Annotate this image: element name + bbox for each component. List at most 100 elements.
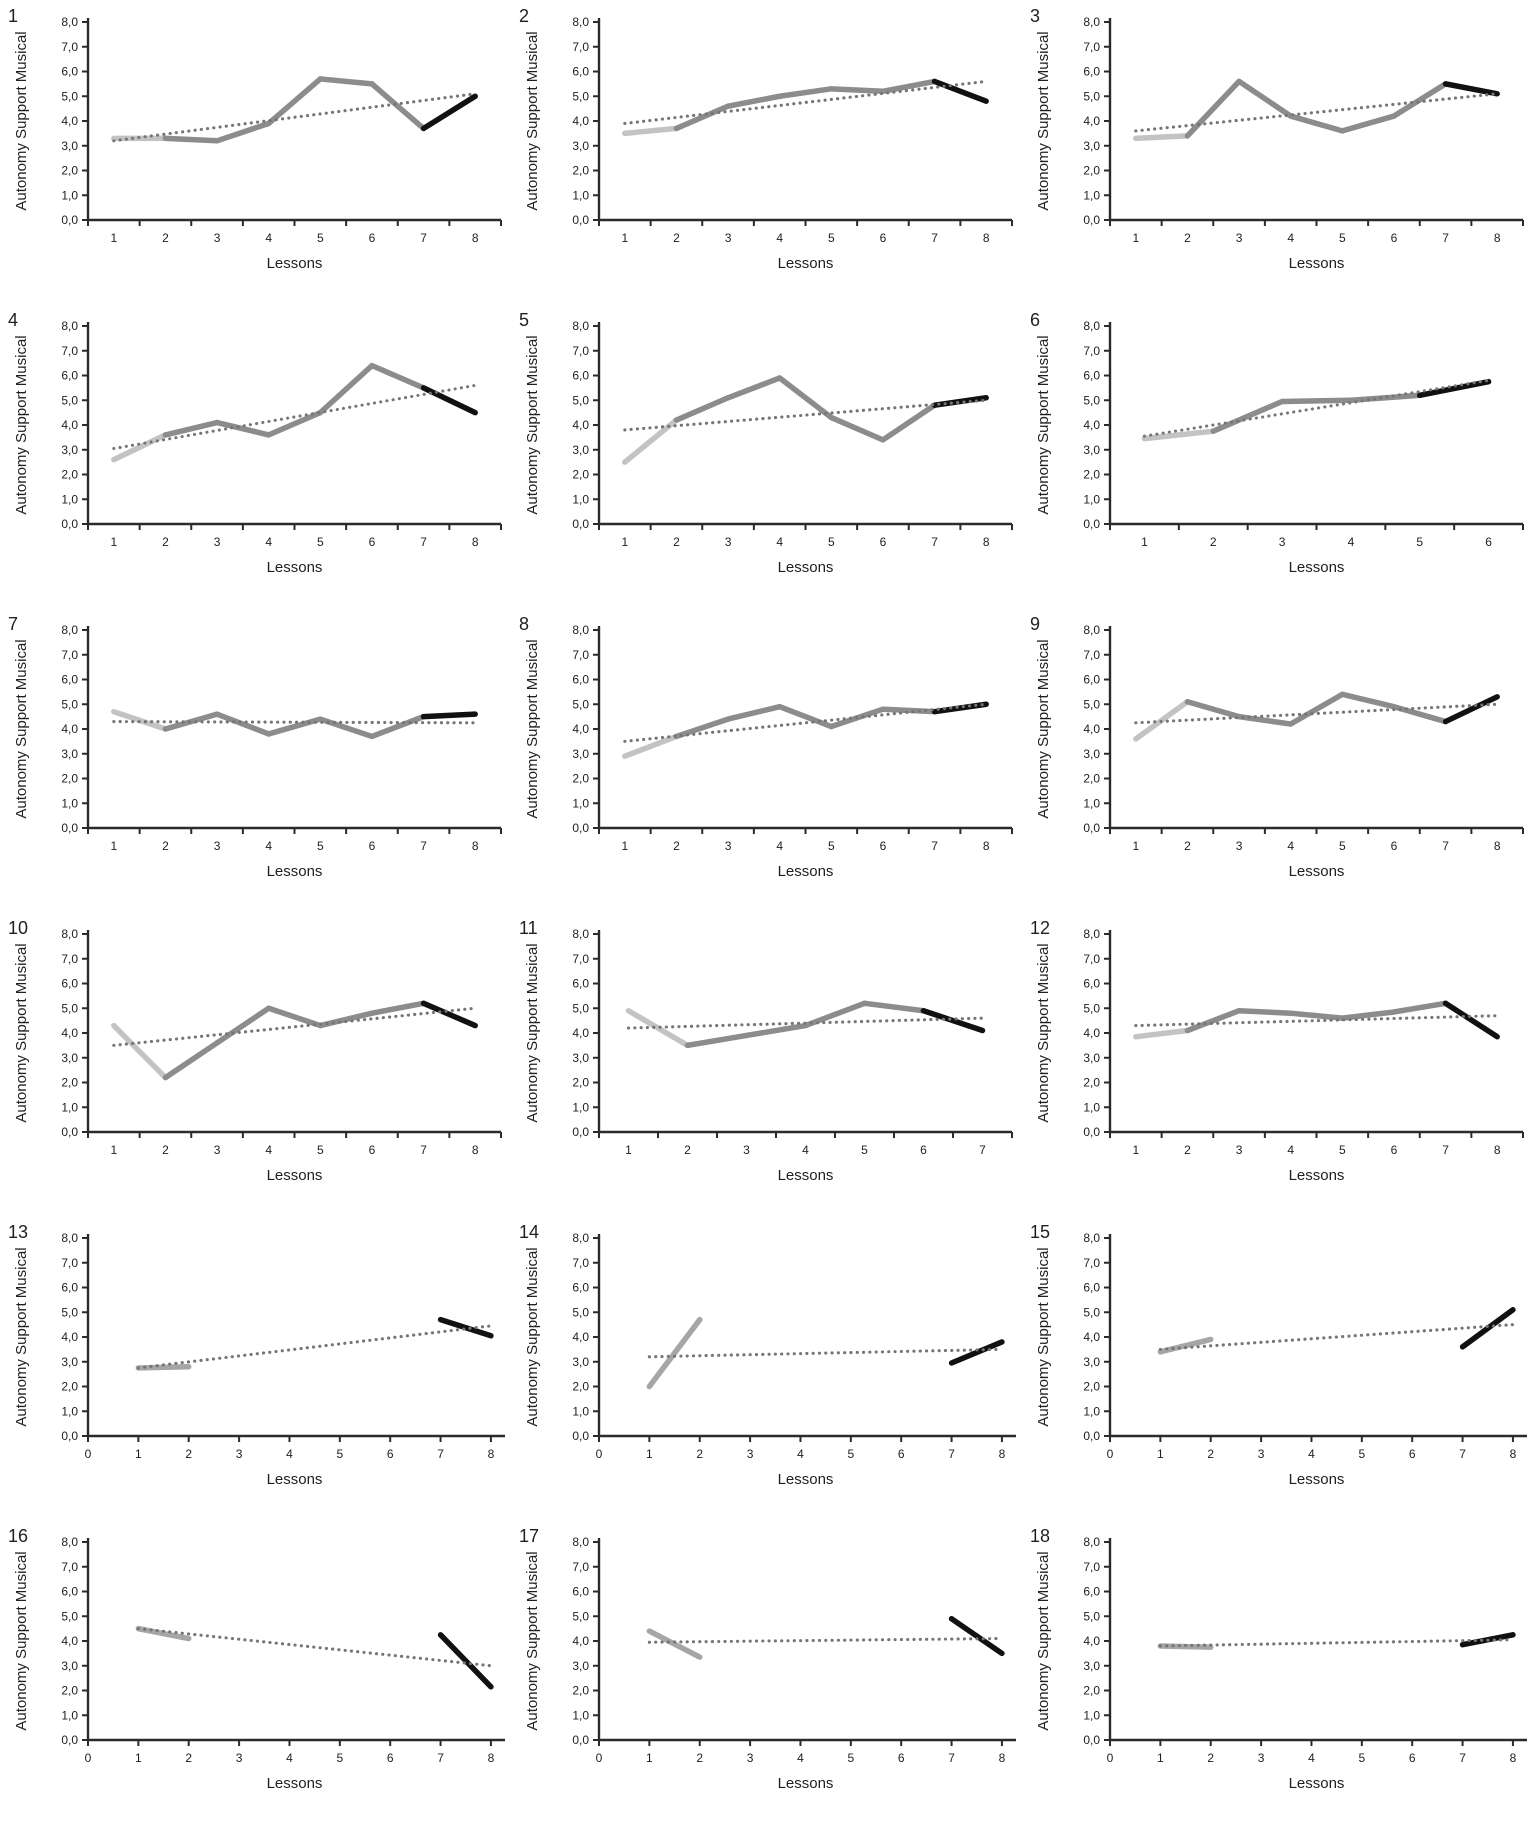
series-first-segment [646, 1316, 703, 1390]
series-segment [162, 1040, 220, 1081]
y-tick-label: 1,0 [1083, 188, 1100, 202]
trend-line [647, 1636, 1004, 1644]
x-tick-label: 8 [488, 1447, 495, 1461]
chart-number: 4 [8, 310, 18, 330]
y-axis-title: Autonomy Support Musical [524, 31, 541, 210]
chart-10: 10 0,0 1,0 2,0 3,0 4,0 5,0 6,0 7,0 8,0 1 2 3 4 5 6 7 8 Aut… [0, 912, 511, 1216]
x-tick-label: 8 [488, 1751, 495, 1765]
y-tick-label: 4,0 [61, 1634, 78, 1648]
x-tick-label: 4 [1348, 535, 1355, 549]
series-segment [1184, 699, 1242, 720]
y-tick-label: 4,0 [1083, 1330, 1100, 1344]
y-axis-title: Autonomy Support Musical [1035, 1551, 1052, 1730]
x-tick-label: 0 [596, 1751, 603, 1765]
series-segment [1184, 78, 1242, 139]
series-segment [1236, 78, 1294, 119]
series-segment [265, 1005, 324, 1029]
x-tick-label: 2 [162, 535, 169, 549]
series-last-segment [948, 1615, 1005, 1657]
series-first-segment [1133, 1027, 1191, 1040]
y-tick-label: 8,0 [1083, 1535, 1100, 1549]
y-tick-label: 7,0 [1083, 1256, 1100, 1270]
x-tick-label: 7 [420, 231, 427, 245]
y-tick-label: 0,0 [61, 821, 78, 835]
y-tick-label: 5,0 [1083, 1001, 1100, 1015]
chart-svg-2: 2 0,0 1,0 2,0 3,0 4,0 5,0 6,0 7,0 8,0 1 2 3 4 5 6 7 8 Auto… [519, 6, 1013, 272]
x-tick-label: 1 [110, 839, 117, 853]
y-tick-label: 2,0 [572, 1684, 589, 1698]
x-tick-label: 1 [646, 1751, 653, 1765]
y-tick-label: 5,0 [572, 89, 589, 103]
x-axis-title: Lessons [778, 1167, 834, 1184]
x-tick-label: 6 [880, 535, 887, 549]
y-axis-title: Autonomy Support Musical [13, 1247, 30, 1426]
x-tick-label: 4 [776, 839, 783, 853]
series-segment [802, 1000, 868, 1029]
y-tick-label: 4,0 [572, 1634, 589, 1648]
x-tick-label: 4 [797, 1447, 804, 1461]
x-tick-label: 5 [861, 1143, 868, 1157]
series-segment [369, 1000, 427, 1016]
series-first-segment [625, 1007, 691, 1049]
x-axis-title: Lessons [267, 559, 323, 576]
x-tick-label: 5 [317, 839, 324, 853]
y-tick-label: 8,0 [61, 623, 78, 637]
x-tick-label: 4 [776, 535, 783, 549]
x-tick-label: 5 [336, 1447, 343, 1461]
series-segment [265, 76, 324, 127]
x-tick-label: 1 [621, 231, 628, 245]
x-tick-label: 2 [673, 535, 680, 549]
y-axis-title: Autonomy Support Musical [13, 639, 30, 818]
x-tick-label: 2 [185, 1751, 192, 1765]
y-tick-label: 1,0 [572, 1404, 589, 1418]
x-tick-label: 1 [135, 1447, 142, 1461]
series-segment [317, 76, 375, 87]
chart-9: 9 0,0 1,0 2,0 3,0 4,0 5,0 6,0 7,0 8,0 1 2 3 4 5 6 7 8 Auto… [1022, 608, 1533, 912]
trend-line [1158, 1323, 1515, 1351]
y-tick-label: 6,0 [61, 369, 78, 383]
chart-5: 5 0,0 1,0 2,0 3,0 4,0 5,0 6,0 7,0 8,0 1 2 3 4 5 6 7 8 Auto… [511, 304, 1022, 608]
x-tick-label: 2 [1207, 1751, 1214, 1765]
series-first-segment [622, 733, 680, 759]
y-tick-label: 1,0 [61, 1404, 78, 1418]
series-segment [1287, 1010, 1346, 1021]
y-tick-label: 2,0 [572, 468, 589, 482]
chart-number: 12 [1030, 918, 1050, 938]
y-tick-label: 8,0 [1083, 927, 1100, 941]
series-last-segment [931, 78, 989, 104]
chart-6: 6 0,0 1,0 2,0 3,0 4,0 5,0 6,0 7,0 8,0 1 2 3 4 5 6 Autono… [1022, 304, 1533, 608]
chart-17: 17 0,0 1,0 2,0 3,0 4,0 5,0 6,0 7,0 8,0 0 1 2 3 4 5 6 7 8 Au… [511, 1520, 1022, 1824]
y-tick-label: 5,0 [1083, 89, 1100, 103]
x-tick-label: 2 [673, 231, 680, 245]
y-tick-label: 5,0 [61, 697, 78, 711]
x-tick-label: 3 [1279, 535, 1286, 549]
x-tick-label: 3 [214, 535, 221, 549]
y-tick-label: 0,0 [572, 1125, 589, 1139]
y-tick-label: 3,0 [61, 1355, 78, 1369]
x-tick-label: 6 [1391, 839, 1398, 853]
y-tick-label: 2,0 [61, 468, 78, 482]
x-tick-label: 5 [847, 1751, 854, 1765]
chart-number: 8 [519, 614, 529, 634]
x-tick-label: 4 [286, 1751, 293, 1765]
y-tick-label: 7,0 [61, 648, 78, 662]
y-tick-label: 4,0 [1083, 418, 1100, 432]
series-segment [1339, 113, 1397, 134]
y-tick-label: 4,0 [61, 114, 78, 128]
y-tick-label: 0,0 [572, 517, 589, 531]
x-tick-label: 1 [1141, 535, 1148, 549]
y-tick-label: 8,0 [61, 319, 78, 333]
series-segment [214, 120, 272, 144]
x-tick-label: 1 [646, 1447, 653, 1461]
y-tick-label: 4,0 [1083, 114, 1100, 128]
y-tick-label: 3,0 [572, 1659, 589, 1673]
x-tick-label: 8 [472, 839, 479, 853]
series-first-segment [646, 1628, 703, 1660]
series-segment [880, 78, 938, 95]
series-segment [1391, 703, 1449, 725]
chart-svg-17: 17 0,0 1,0 2,0 3,0 4,0 5,0 6,0 7,0 8,0 0 1 2 3 4 5 6 7 8 Au… [519, 1526, 1016, 1792]
y-tick-label: 4,0 [1083, 1634, 1100, 1648]
series-segment [673, 103, 731, 132]
x-tick-label: 3 [743, 1143, 750, 1157]
